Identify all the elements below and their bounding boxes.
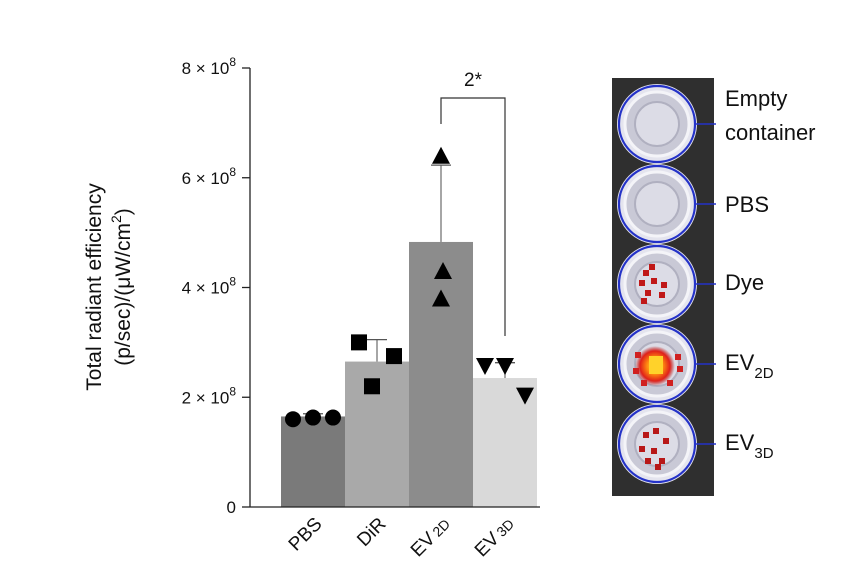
well-label: PBS [725,192,769,217]
bar-chart: 0 2 × 108 4 × 108 6 × 108 8 × 108 Total radia… [83,55,540,561]
y-tick-label: 6 × 108 [182,165,237,188]
signal-pixel [663,438,669,444]
signal-pixel [651,278,657,284]
well [617,164,716,244]
signal-pixel [649,264,655,270]
well-center [634,181,680,227]
data-point [432,289,450,307]
well-label: EV3D [725,430,774,462]
x-tick-text: EV3D [471,514,519,562]
signal-pixel [655,464,661,470]
y-axis-title-line1: Total radiant efficiency [83,183,106,391]
x-tick-label: DiR [353,514,390,551]
x-tick-text: PBS [285,514,327,556]
well-label: EV2D [725,350,774,382]
signal-pixel [675,354,681,360]
data-point [285,411,301,428]
significance-bracket [440,97,506,336]
well-center [634,101,680,147]
signal-pixel [645,290,651,296]
x-tick-label: EV3D [471,514,519,562]
data-point [476,357,494,375]
data-point [516,387,534,405]
well-label: container [725,120,816,145]
data-point [434,262,452,280]
data-point [496,357,514,375]
imaging-panel: Empty container PBS Dye EV2D EV3D [612,78,816,496]
bar [409,241,473,508]
y-axis-title: Total radiant efficiency (p/sec)/(μW/cm2) [83,183,135,391]
bar [281,416,345,507]
x-tick-text: DiR [353,514,390,551]
signal-pixel [659,292,665,298]
signal-pixel [639,280,645,286]
x-tick-text: EV2D [407,514,455,562]
y-tick-label: 0 [227,498,236,517]
signal-pixel [639,446,645,452]
y-tick-label: 8 × 108 [182,55,237,78]
data-point [351,334,367,351]
signal-pixel [659,458,665,464]
signal-pixel [635,352,641,358]
data-point [386,348,402,365]
well-label: Dye [725,270,764,295]
data-point [432,146,450,164]
signal-pixel [633,368,639,374]
signal-pixel [677,366,683,372]
data-point [305,409,321,426]
signal-pixel [645,458,651,464]
x-tick-label: PBS [285,514,327,556]
y-tick-label: 4 × 108 [182,275,237,298]
well [617,84,716,164]
data-point [364,378,380,395]
signal-pixel [667,380,673,386]
signal-pixel [641,298,647,304]
well [617,404,716,484]
x-tick-label: EV2D [407,514,455,562]
signal-pixel [643,432,649,438]
significance-label: 2* [464,70,483,91]
signal-pixel [653,428,659,434]
y-tick-label: 2 × 108 [182,384,237,407]
signal-pixel [661,282,667,288]
well-label: Empty [725,86,787,111]
signal-pixel [643,270,649,276]
signal-core [649,356,663,374]
signal-pixel [651,448,657,454]
data-point [325,409,341,426]
signal-pixel [641,380,647,386]
y-axis-title-line2: (p/sec)/(μW/cm2) [108,208,135,366]
